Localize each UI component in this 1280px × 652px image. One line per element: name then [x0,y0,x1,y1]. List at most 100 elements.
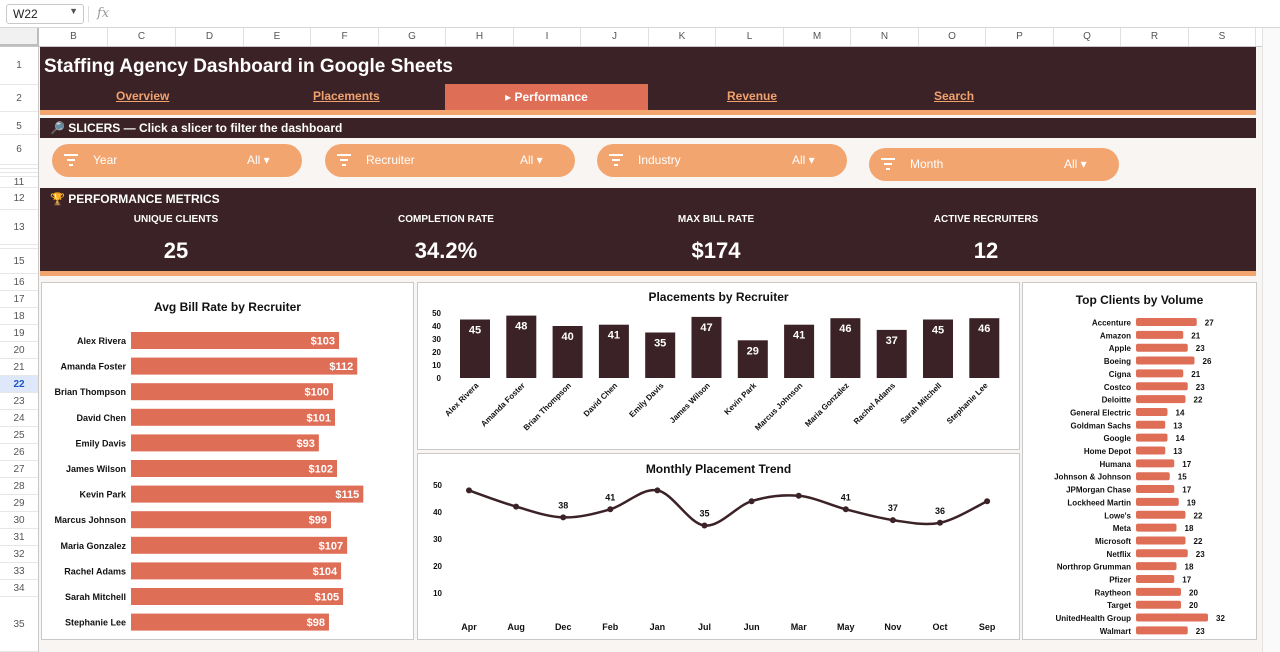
row-label[interactable]: 12 [0,188,38,210]
slicer-year[interactable]: Year All ▾ [52,144,302,177]
row-label[interactable]: 23 [0,393,38,410]
data-point[interactable] [984,498,991,505]
bar[interactable] [1136,318,1197,326]
row-label[interactable] [0,165,38,169]
slicer-industry[interactable]: Industry All ▾ [597,144,847,177]
row-label[interactable]: 18 [0,308,38,325]
bar[interactable] [1136,613,1208,622]
row-label[interactable]: 33 [0,563,38,580]
nav-link-placements[interactable]: Placements [313,89,380,103]
bar[interactable] [131,332,340,349]
series-line[interactable] [468,489,988,527]
bar[interactable] [784,324,815,378]
bar[interactable] [552,326,583,378]
bar[interactable] [1136,485,1175,494]
bar[interactable] [1136,446,1166,455]
column-label[interactable]: N [851,28,919,46]
nav-link-revenue[interactable]: Revenue [727,89,778,103]
row-label[interactable]: 5 [0,118,38,135]
bar[interactable] [131,511,331,529]
bar[interactable] [1136,587,1181,596]
chart-avg-bill-rate[interactable]: Avg Bill Rate by Recruiter Alex Rivera $1… [41,282,414,640]
bar[interactable] [131,383,333,401]
row-label[interactable]: 28 [0,478,38,495]
chevron-down-icon[interactable]: ▼ [69,6,78,16]
column-label[interactable]: L [716,28,784,46]
bar[interactable] [1136,472,1170,481]
row-label[interactable]: 35 [0,597,38,652]
column-label[interactable]: R [1121,28,1189,46]
select-all-corner[interactable] [0,28,39,46]
column-label[interactable]: E [244,28,311,46]
bar[interactable] [1136,549,1188,558]
nav-link-search[interactable]: Search [934,89,975,103]
bar[interactable] [1136,407,1168,416]
column-label[interactable]: P [986,28,1054,46]
bar[interactable] [1136,395,1186,404]
row-label[interactable]: 25 [0,427,38,444]
bar[interactable] [1136,600,1181,609]
data-point[interactable] [795,492,802,499]
row-label[interactable]: 19 [0,325,38,342]
bar[interactable] [1136,497,1179,506]
row-label[interactable] [0,245,38,249]
bar[interactable] [1136,330,1184,339]
bar[interactable] [131,562,342,580]
data-point[interactable] [937,519,943,526]
bar[interactable] [131,460,338,477]
bar[interactable] [131,613,329,631]
bar[interactable] [1136,420,1166,429]
chart-monthly-placement-trend[interactable]: Monthly Placement Trend 10 20 30 40 50 Apr Aug… [417,453,1020,640]
bar[interactable] [131,357,358,375]
data-point[interactable] [748,498,755,505]
bar[interactable] [460,319,490,379]
bar[interactable] [131,485,364,503]
row-label[interactable]: 11 [0,177,38,188]
chart-top-clients-by-volume[interactable]: Top Clients by Volume Accenture 27 Amazon 2… [1022,282,1257,640]
bar[interactable] [1136,459,1175,468]
bar[interactable] [737,340,768,378]
column-label[interactable]: S [1189,28,1256,46]
column-label[interactable]: I [514,28,581,46]
column-label[interactable]: K [649,28,716,46]
bar[interactable] [645,332,676,379]
data-point[interactable] [513,503,520,510]
column-label[interactable]: B [40,28,108,46]
column-label[interactable]: M [784,28,851,46]
bar[interactable] [830,318,861,378]
row-label[interactable]: 16 [0,274,38,291]
data-point[interactable] [842,506,849,513]
column-label[interactable]: Q [1054,28,1121,46]
row-label[interactable]: 31 [0,529,38,546]
bar[interactable] [1136,382,1188,391]
row-label[interactable]: 2 [0,85,38,112]
row-label[interactable]: 24 [0,410,38,427]
bar[interactable] [1136,510,1186,519]
row-label[interactable]: 27 [0,461,38,478]
bar[interactable] [131,588,344,605]
bar[interactable] [598,324,629,378]
bar[interactable] [131,408,336,426]
bar[interactable] [1136,575,1175,583]
nav-link-overview[interactable]: Overview [116,89,170,103]
bar[interactable] [1136,626,1188,635]
row-label[interactable]: 32 [0,546,38,563]
row-label[interactable]: 20 [0,342,38,359]
bar[interactable] [1136,369,1184,378]
column-label[interactable]: H [446,28,514,46]
chart-placements-by-recruiter[interactable]: Placements by Recruiter 0 10 20 30 40 50 45 Ale… [417,282,1020,450]
bar[interactable] [131,434,319,452]
row-label[interactable] [0,173,38,177]
nav-tab-performance-active[interactable]: ▸ Performance [445,84,648,110]
row-label[interactable]: 17 [0,291,38,308]
bar[interactable] [1136,536,1186,545]
data-point[interactable] [654,487,661,494]
column-label[interactable]: G [379,28,446,46]
row-label[interactable]: 34 [0,580,38,597]
vertical-scrollbar[interactable] [1262,28,1280,652]
bar[interactable] [1136,343,1188,352]
row-label[interactable]: 6 [0,135,38,165]
column-label[interactable]: O [919,28,986,46]
name-box[interactable]: W22 ▼ [6,4,84,24]
bar[interactable] [691,316,722,378]
